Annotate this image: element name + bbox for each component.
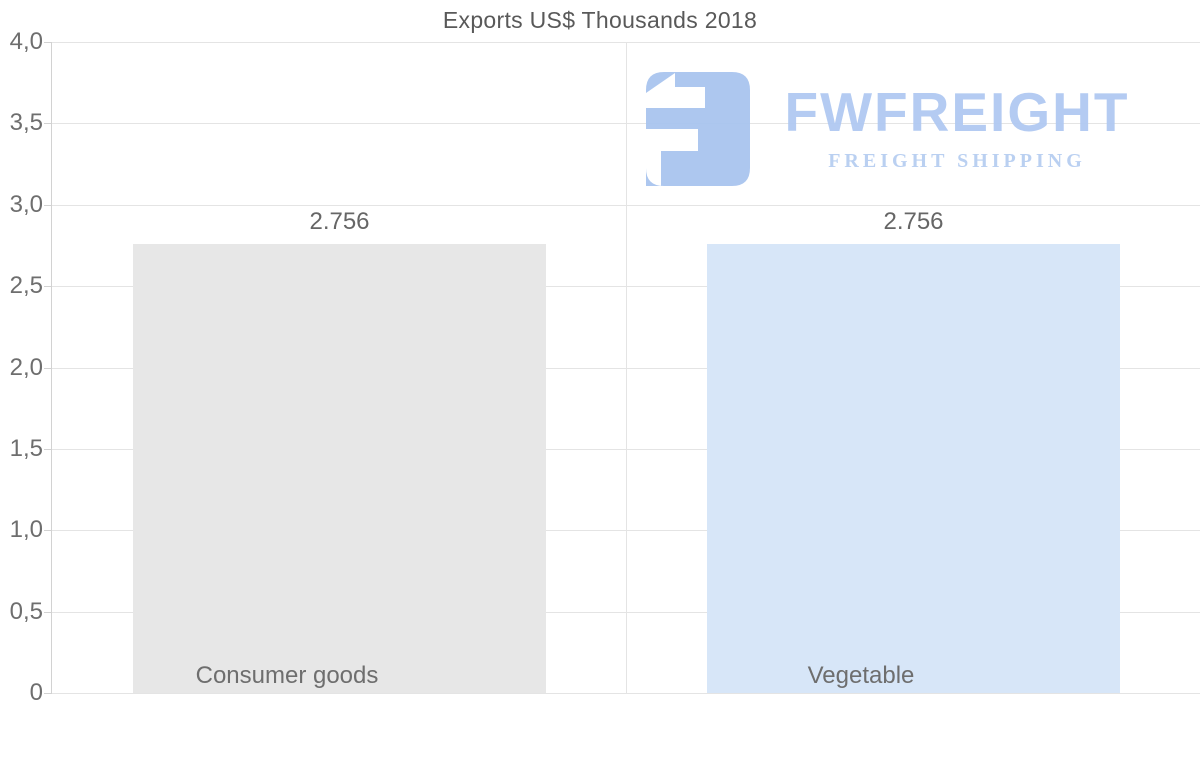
- watermark-brand-text: FWFREIGHT: [784, 81, 1130, 143]
- y-axis-tick-label: 3,0: [9, 191, 43, 218]
- y-axis-tick: [44, 123, 52, 124]
- y-axis-tick: [44, 693, 52, 694]
- y-axis-tick-label: 4,0: [9, 28, 43, 55]
- chart-title: Exports US$ Thousands 2018: [442, 7, 758, 33]
- horizontal-gridline: [52, 693, 1200, 694]
- y-axis-tick-label: 2,0: [9, 354, 43, 381]
- y-axis-tick-label: 2,5: [9, 272, 43, 299]
- y-axis-tick: [44, 205, 52, 206]
- bar-consumer-goods[interactable]: [133, 244, 546, 693]
- y-axis-tick-label: 0,5: [9, 598, 43, 625]
- watermark-text: FWFREIGHT FREIGHT SHIPPING: [758, 70, 1156, 173]
- fwfreight-logo-icon: [646, 72, 750, 186]
- plot-area: 4,0 3,5 3,0 2,5 2,0 1,5 1,0 0,5 0 2.756 2.756: [10, 28, 1200, 706]
- y-axis-tick: [44, 368, 52, 369]
- vertical-gridline: [626, 42, 627, 693]
- bar-vegetable[interactable]: [707, 244, 1120, 693]
- value-label-vegetable: 2.756: [883, 208, 944, 235]
- fwfreight-watermark: FWFREIGHT FREIGHT SHIPPING: [646, 70, 1156, 195]
- y-axis-tick: [44, 42, 52, 43]
- watermark-tagline-text: FREIGHT SHIPPING: [828, 150, 1086, 172]
- value-label-consumer-goods: 2.756: [309, 208, 370, 235]
- x-axis-label-consumer-goods: Consumer goods: [195, 662, 379, 689]
- y-axis-tick: [44, 612, 52, 613]
- y-axis-tick-label: 0: [29, 679, 43, 706]
- y-axis-tick: [44, 449, 52, 450]
- y-axis-tick-label: 3,5: [9, 109, 43, 136]
- y-axis-tick-label: 1,5: [9, 435, 43, 462]
- y-axis-tick-label: 1,0: [9, 516, 43, 543]
- x-axis-label-vegetable: Vegetable: [807, 662, 915, 689]
- y-axis-tick: [44, 286, 52, 287]
- y-axis-tick: [44, 530, 52, 531]
